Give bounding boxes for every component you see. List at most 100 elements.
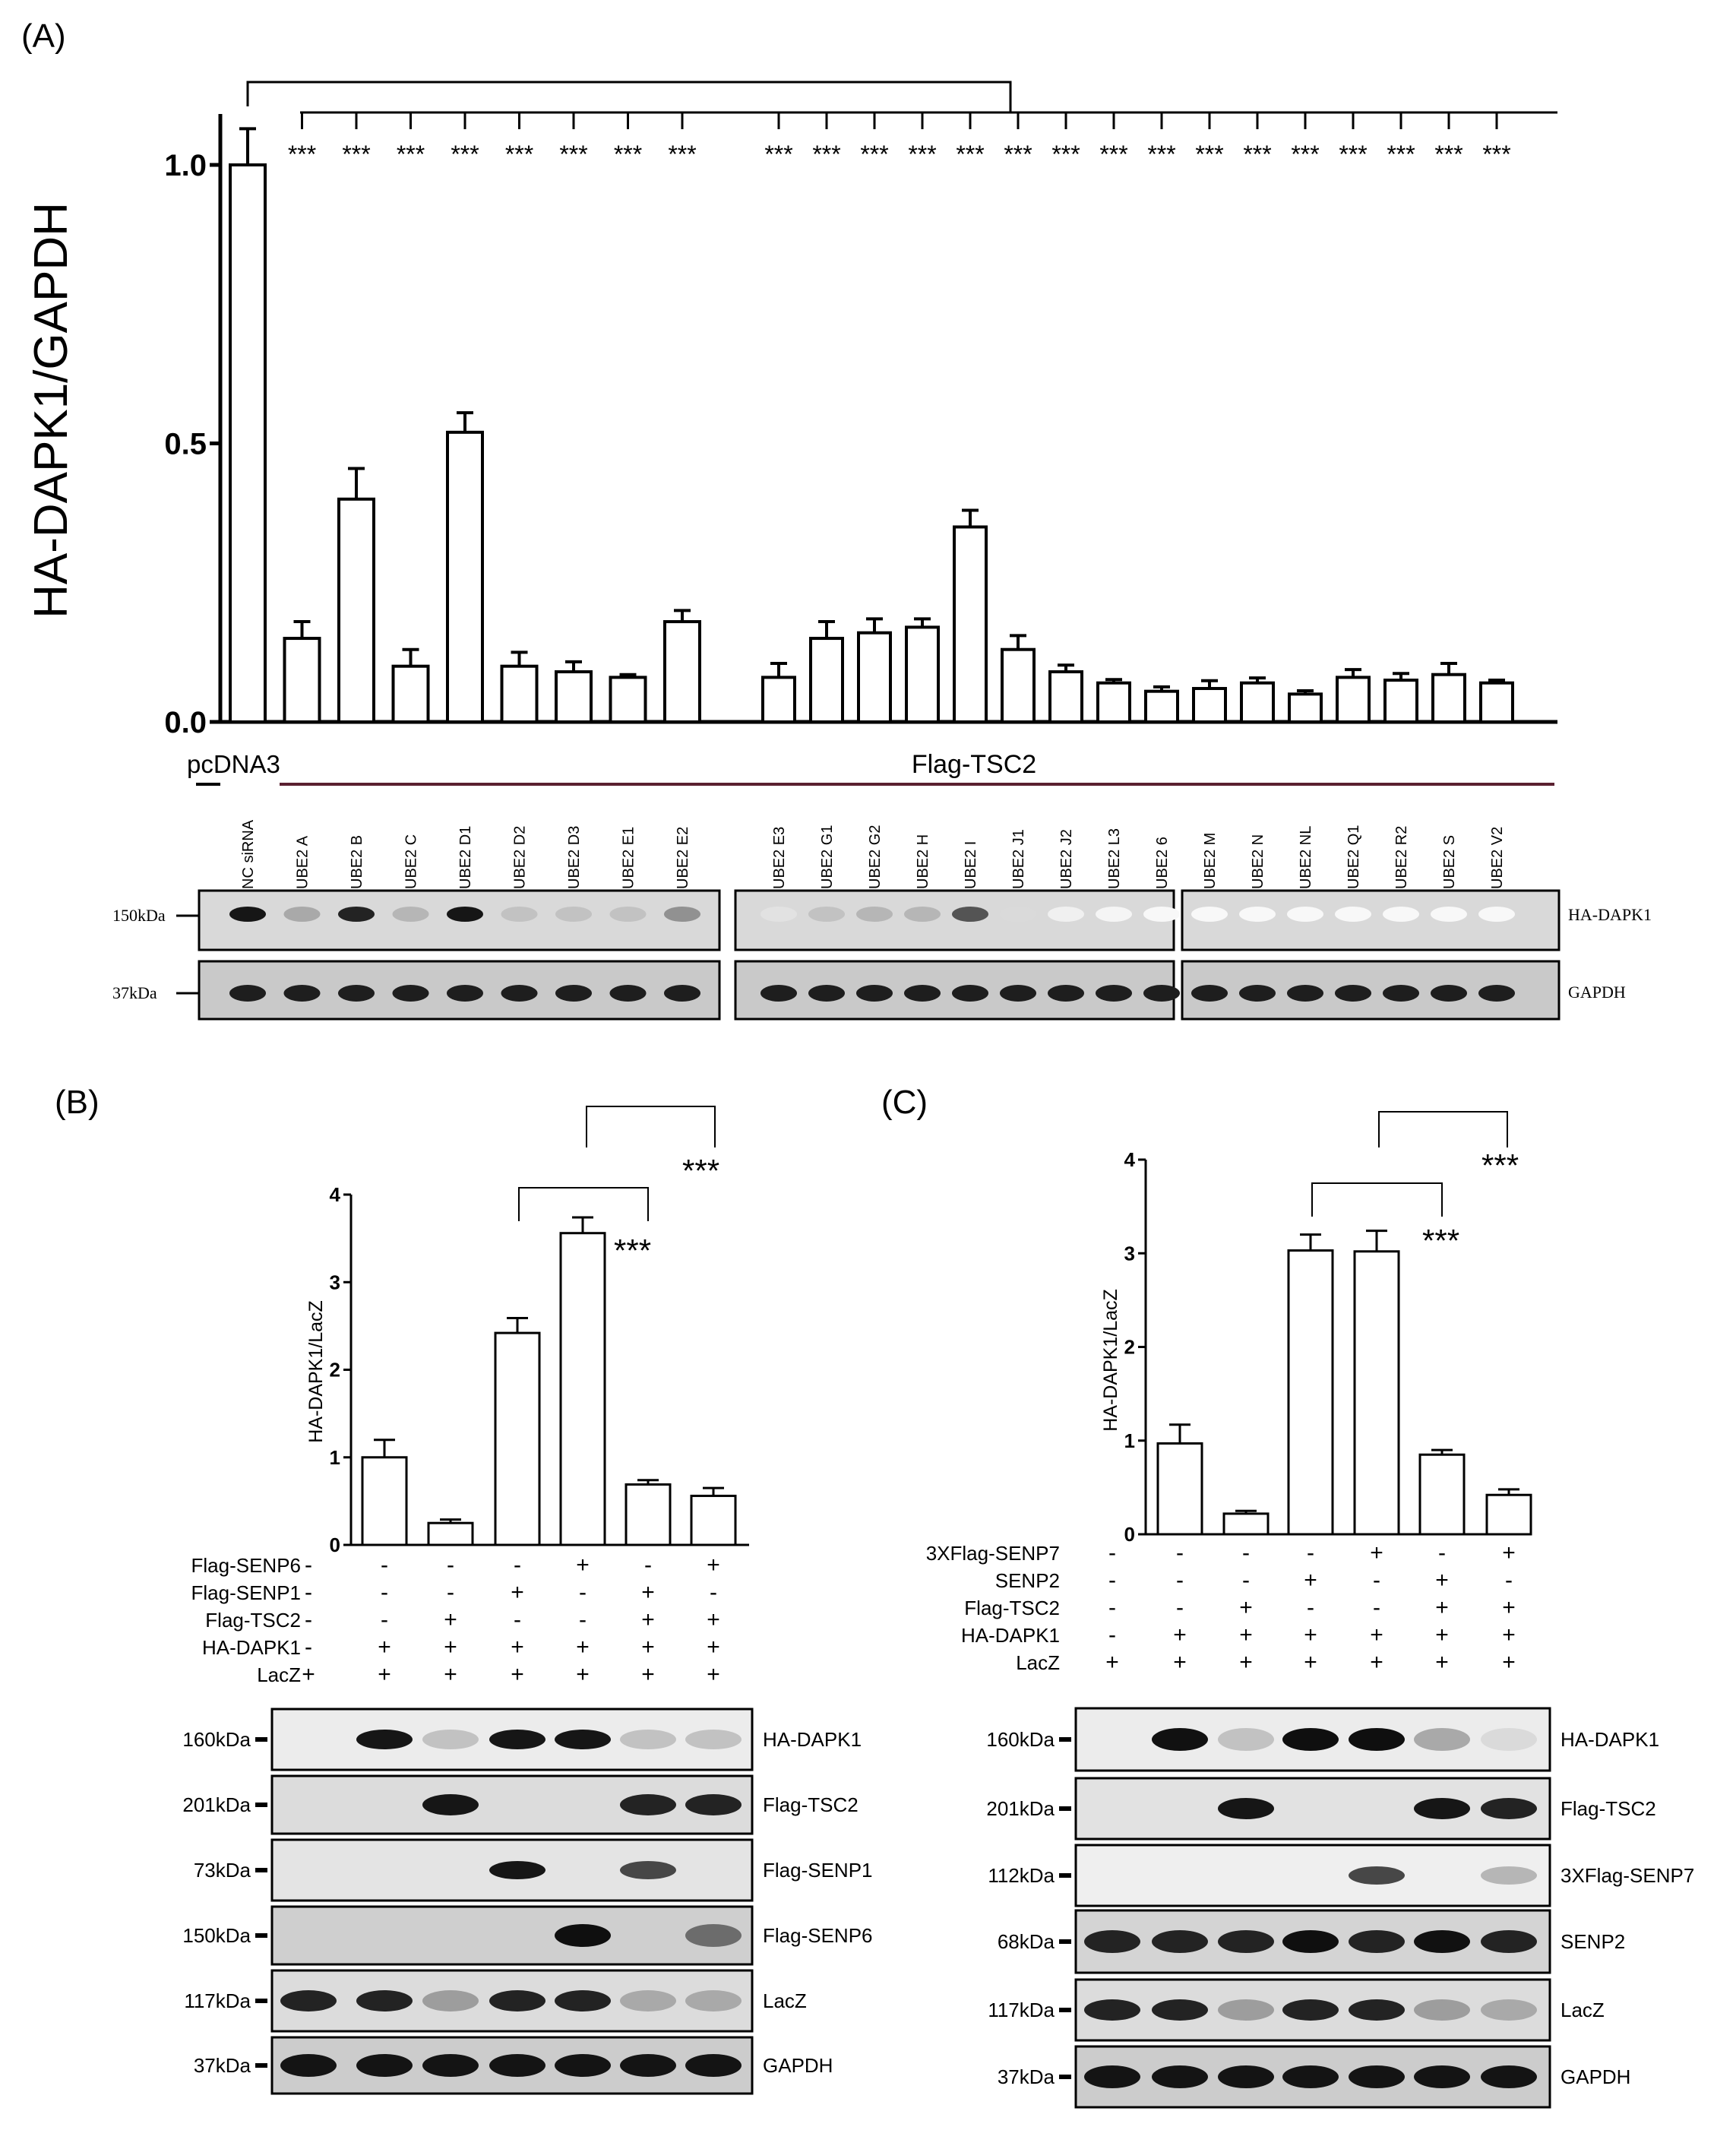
panel-a-significance-mark: *** bbox=[1099, 141, 1127, 168]
blot-band bbox=[1349, 1728, 1405, 1751]
panel-c-y-axis-label: HA-DAPK1/LacZ bbox=[1100, 1289, 1121, 1432]
panel-c-chart: 0 1 2 3 4 *** *** bbox=[1124, 1111, 1532, 1546]
panel-a-significance-mark: *** bbox=[812, 141, 840, 168]
panel-b-condition-sign: - bbox=[381, 1553, 388, 1578]
panel-a-lane-label: UBE2 H bbox=[915, 834, 931, 889]
panel-a-lane-labels: NC siRNA UBE2 A UBE2 B UBE2 C UBE2 D1 UBE2 D2… bbox=[240, 819, 1506, 889]
panel-c-condition-sign: + bbox=[1435, 1568, 1449, 1593]
panel-a-bar bbox=[555, 670, 593, 724]
panel-a-significance-mark: *** bbox=[559, 141, 587, 168]
panel-a-bar bbox=[1288, 692, 1323, 723]
blot-band bbox=[952, 907, 988, 922]
blot-band bbox=[422, 1730, 479, 1749]
blot-band bbox=[1000, 985, 1036, 1002]
panel-a-blot-ha-dapk1 bbox=[734, 889, 1175, 951]
blot-band bbox=[1143, 907, 1180, 922]
panel-a-bar bbox=[1001, 647, 1036, 724]
panel-b-condition-sign: + bbox=[707, 1662, 720, 1687]
panel-a-bar bbox=[1240, 681, 1275, 724]
panel-c-bar bbox=[1156, 1442, 1203, 1536]
panel-c-condition-sign: + bbox=[1304, 1568, 1317, 1593]
panel-c-blot-marker: 37kDa bbox=[998, 2065, 1055, 2088]
panel-b-condition-label: Flag-SENP6 bbox=[191, 1554, 302, 1577]
panel-a-western-blots: 150kDa HA-DAPK1 37kDa GAPDH bbox=[112, 889, 1652, 1021]
panel-a-bar bbox=[609, 676, 647, 723]
panel-c-condition-sign: + bbox=[1370, 1622, 1383, 1647]
panel-a-lane-label: UBE2 M bbox=[1202, 833, 1219, 889]
panel-c-blot-strip bbox=[1074, 1777, 1551, 1841]
panel-a-lane-label: UBE2 L3 bbox=[1106, 828, 1123, 889]
panel-b-condition-sign: + bbox=[444, 1607, 457, 1632]
panel-b-blot-strip bbox=[270, 1774, 754, 1835]
panel-c-condition-label: SENP2 bbox=[995, 1569, 1060, 1592]
blot-band bbox=[1282, 1999, 1339, 2021]
panel-b-bar bbox=[494, 1331, 541, 1546]
blot-band bbox=[356, 2054, 413, 2077]
blot-band bbox=[1414, 2065, 1470, 2088]
panel-a-significance-mark: *** bbox=[956, 141, 984, 168]
panel-b-blot-marker: 117kDa bbox=[184, 1989, 251, 2012]
panel-a-significance-mark: *** bbox=[1291, 141, 1319, 168]
blot-band bbox=[664, 985, 700, 1002]
panel-a-bar bbox=[1096, 681, 1131, 724]
blot-band bbox=[422, 1990, 479, 2011]
blot-band bbox=[904, 985, 941, 1002]
panel-b-blot-marker: 37kDa bbox=[194, 2054, 251, 2077]
blot-band bbox=[1218, 1930, 1274, 1953]
blot-band bbox=[1414, 1999, 1470, 2021]
panel-a-bar bbox=[761, 676, 796, 723]
blot-band bbox=[620, 1990, 676, 2011]
panel-c-condition-sign: - bbox=[1108, 1568, 1116, 1593]
panel-a-significance-mark: *** bbox=[505, 141, 533, 168]
blot-band bbox=[1287, 985, 1323, 1002]
panel-a-lane-label: UBE2 E2 bbox=[675, 827, 691, 889]
panel-a-significance-mark: *** bbox=[764, 141, 792, 168]
panel-b-blot-name: GAPDH bbox=[763, 2054, 833, 2077]
blot-band bbox=[338, 907, 375, 922]
panel-a-lane-label: UBE2 D3 bbox=[566, 826, 583, 889]
blot-band bbox=[1481, 1999, 1537, 2021]
blot-band bbox=[283, 907, 321, 922]
panel-c-condition-label: 3XFlag-SENP7 bbox=[926, 1542, 1060, 1565]
panel-c-blot-name: Flag-TSC2 bbox=[1561, 1797, 1656, 1820]
panel-b-bar bbox=[427, 1521, 474, 1546]
panel-a-lane-label: UBE2 V2 bbox=[1489, 827, 1506, 889]
panel-a-bar bbox=[1383, 679, 1418, 724]
panel-b-blot-strip bbox=[270, 1905, 754, 1966]
blot-band bbox=[447, 907, 483, 922]
panel-c-blot-marker: 112kDa bbox=[988, 1864, 1055, 1887]
panel-b-condition-sign: + bbox=[641, 1607, 655, 1632]
panel-b-bar bbox=[559, 1232, 606, 1546]
blot-band bbox=[952, 985, 988, 1002]
blot-band bbox=[685, 1794, 742, 1815]
panel-a-y-tick-label: 1.0 bbox=[164, 149, 207, 182]
blot-band bbox=[555, 907, 592, 922]
panel-b-bar bbox=[361, 1456, 408, 1546]
panel-c-condition-sign: - bbox=[1108, 1540, 1116, 1565]
panel-a-lane-label: UBE2 Q1 bbox=[1345, 825, 1362, 889]
panel-a-y-tick-label: 0.0 bbox=[164, 706, 207, 739]
panel-b-blot-name: Flag-TSC2 bbox=[763, 1793, 859, 1816]
blot-band bbox=[1431, 985, 1467, 1002]
panel-c-condition-sign: + bbox=[1173, 1622, 1187, 1647]
blot-band bbox=[664, 907, 700, 922]
blot-band bbox=[1478, 907, 1515, 922]
blot-band bbox=[1414, 1798, 1470, 1819]
panel-b-blot-marker: 160kDa bbox=[182, 1728, 251, 1751]
panel-a-significance-mark: *** bbox=[1387, 141, 1415, 168]
blot-band bbox=[685, 1924, 742, 1947]
panel-b-condition-sign: - bbox=[381, 1607, 388, 1632]
panel-b-condition-sign: - bbox=[381, 1580, 388, 1605]
panel-a-bar bbox=[1192, 687, 1227, 724]
panel-b-condition-label: LacZ bbox=[257, 1663, 301, 1686]
panel-a-y-ticks: 0.0 0.5 1.0 bbox=[164, 149, 220, 739]
blot-band bbox=[1096, 985, 1132, 1002]
panel-a-significance-mark: *** bbox=[860, 141, 888, 168]
blot-band bbox=[1478, 985, 1515, 1002]
blot-band bbox=[356, 1730, 413, 1749]
blot-band bbox=[685, 2054, 742, 2077]
panel-c-condition-table: 3XFlag-SENP7- - - - + - +SENP2- - - + - + -Flag-TSC2… bbox=[926, 1540, 1516, 1675]
panel-c-condition-sign: + bbox=[1435, 1595, 1449, 1620]
panel-a-significance-mark: *** bbox=[397, 141, 425, 168]
panel-a-bars bbox=[229, 127, 1514, 724]
